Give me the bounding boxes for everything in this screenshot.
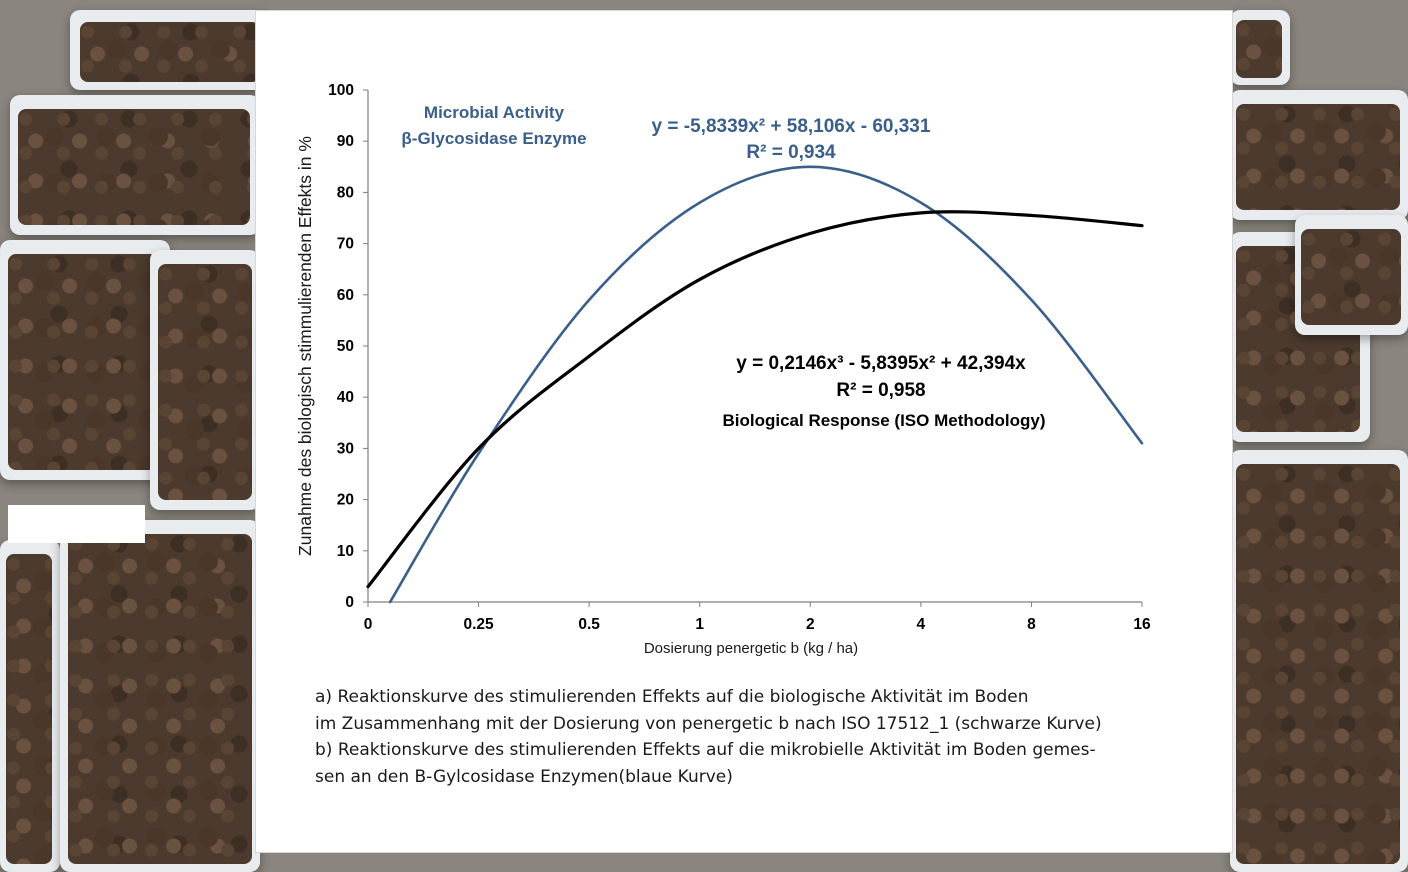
y-tick-label: 80 xyxy=(337,184,354,201)
chart-panel xyxy=(255,10,1233,853)
white-patch xyxy=(8,505,145,543)
x-tick-label: 4 xyxy=(917,616,926,633)
series-1-line xyxy=(388,165,1144,604)
y-tick-label: 20 xyxy=(337,492,354,509)
series-2-equation: y = 0,2146x³ - 5,8395x² + 42,394x xyxy=(736,353,1026,374)
y-tick-label: 60 xyxy=(337,287,354,304)
series-1-name-line1: Microbial Activity xyxy=(424,103,565,122)
y-tick-label: 100 xyxy=(328,82,354,99)
caption-line-1: a) Reaktionskurve des stimulierenden Eff… xyxy=(315,687,1029,707)
x-tick-label: 0.5 xyxy=(578,616,600,633)
figure-caption: a) Reaktionskurve des stimulierenden Eff… xyxy=(315,684,1215,790)
series-1-r2: R² = 0,934 xyxy=(746,142,836,163)
x-tick-label: 2 xyxy=(806,616,815,633)
series-1-name-line2: β-Glycosidase Enzyme xyxy=(401,129,586,148)
curves xyxy=(366,165,1144,604)
series-2-r2: R² = 0,958 xyxy=(836,380,925,401)
series-2-line xyxy=(366,210,1144,589)
ticks: 0 10 20 30 40 50 60 70 80 90 100 0 0.25 0.5 1 2 4 8 16 xyxy=(328,82,1151,633)
y-tick-label: 0 xyxy=(345,594,354,611)
y-tick-label: 30 xyxy=(337,440,354,457)
caption-line-3: b) Reaktionskurve des stimulierenden Eff… xyxy=(315,740,1096,760)
series-1-equation: y = -5,8339x² + 58,106x - 60,331 xyxy=(652,116,931,137)
x-tick-label: 0.25 xyxy=(463,616,494,633)
x-tick-label: 8 xyxy=(1027,616,1036,633)
x-axis-label: Dosierung penergetic b (kg / ha) xyxy=(644,640,858,657)
y-axis-label: Zunahme des biologisch stimmulierenden E… xyxy=(295,136,315,556)
axes xyxy=(367,90,1142,603)
caption-line-2: im Zusammenhang mit der Dosierung von pe… xyxy=(315,713,1102,734)
y-tick-label: 50 xyxy=(337,338,354,355)
y-tick-label: 40 xyxy=(337,389,354,406)
y-tick-label: 10 xyxy=(337,543,354,560)
series-2-name: Biological Response (ISO Methodology) xyxy=(722,411,1045,430)
y-tick-label: 70 xyxy=(337,236,354,253)
x-tick-label: 0 xyxy=(364,616,373,633)
x-tick-label: 16 xyxy=(1133,616,1151,633)
y-tick-label: 90 xyxy=(337,133,354,150)
caption-line-4: sen an den B-Gylcosidase Enzymen(blaue K… xyxy=(315,766,733,787)
x-tick-label: 1 xyxy=(695,616,704,633)
